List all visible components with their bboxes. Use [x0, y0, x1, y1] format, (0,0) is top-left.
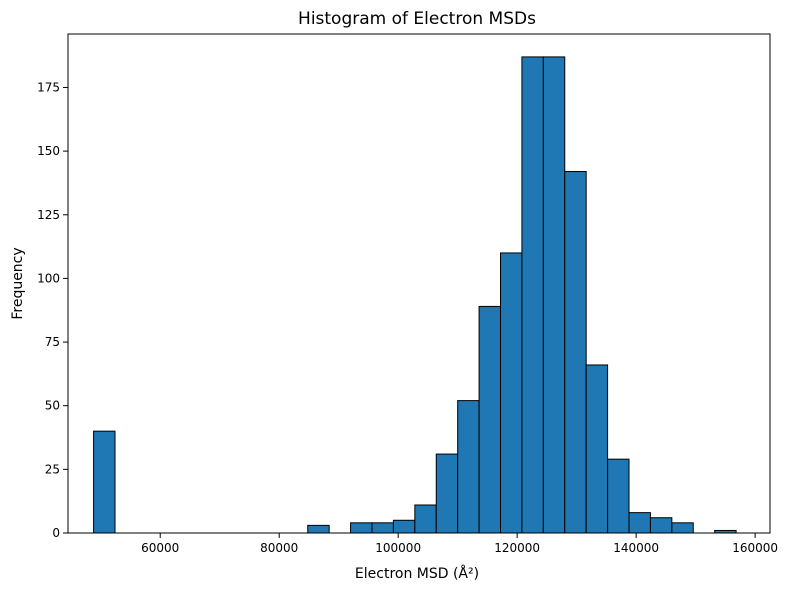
chart-title: Histogram of Electron MSDs	[298, 9, 536, 29]
histogram-bar-14	[392, 519, 416, 534]
y-tick-label-0: 0	[52, 526, 60, 540]
histogram-bar-15	[414, 504, 437, 534]
y-tick-label-7: 175	[37, 80, 60, 94]
y-tick-label-5: 125	[37, 208, 60, 222]
y-tick-label-3: 75	[45, 335, 60, 349]
histogram-bar-23	[585, 364, 609, 534]
x-tick-label-4: 140000	[613, 541, 659, 555]
histogram-bar-24	[607, 458, 630, 534]
histogram-bar-21	[542, 56, 566, 534]
y-tick-label-1: 25	[45, 462, 60, 476]
y-axis-label: Frequency	[10, 247, 26, 319]
histogram-bar-26	[649, 517, 673, 534]
x-tick-label-3: 120000	[494, 541, 540, 555]
plot-frame	[67, 33, 771, 534]
histogram-bar-20	[521, 56, 544, 534]
histogram-bar-13	[371, 522, 394, 534]
x-tick-label-1: 80000	[260, 541, 298, 555]
bars-group	[93, 56, 737, 534]
histogram-bar-0	[93, 430, 116, 534]
x-tick-label-2: 100000	[375, 541, 421, 555]
histogram-bar-17	[457, 400, 480, 534]
y-tick-label-4: 100	[37, 271, 60, 285]
histogram-bar-19	[500, 252, 523, 534]
x-axis-ticks: 60000 80000 100000 120000 140000 160000	[141, 533, 778, 555]
x-tick-label-5: 160000	[732, 541, 778, 555]
histogram-bar-22	[564, 170, 587, 534]
histogram-bar-12	[350, 522, 373, 534]
y-tick-label-6: 150	[37, 144, 60, 158]
histogram-bar-18	[478, 305, 502, 534]
histogram-bar-27	[671, 522, 694, 534]
histogram-bar-10	[307, 524, 330, 534]
y-axis-ticks: 0 25 50 75 100 125 150 175	[37, 80, 68, 540]
y-tick-label-2: 50	[45, 399, 60, 413]
histogram-bar-25	[628, 512, 651, 534]
histogram-bar-16	[435, 453, 459, 534]
x-axis-label: Electron MSD (Å²)	[355, 565, 479, 582]
x-tick-label-0: 60000	[141, 541, 179, 555]
